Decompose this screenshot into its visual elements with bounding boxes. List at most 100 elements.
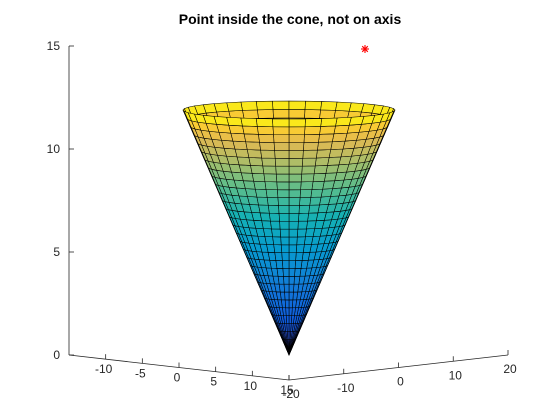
surface-patch xyxy=(288,181,302,191)
surface-patch xyxy=(288,291,294,301)
surface-patch xyxy=(304,236,314,245)
surface-patch xyxy=(299,189,313,198)
surface-patch xyxy=(296,236,306,246)
surface-patch xyxy=(303,134,320,143)
surface-patch xyxy=(271,228,281,238)
surface-patch xyxy=(288,213,300,222)
surface-patch xyxy=(335,101,352,112)
surface-patch xyxy=(284,299,290,309)
y-tick-label: 0 xyxy=(397,375,404,389)
surface-patch xyxy=(277,189,290,198)
surface-patch xyxy=(269,212,280,222)
surface-patch xyxy=(311,180,325,190)
surface-patch xyxy=(274,252,283,261)
surface-patch xyxy=(320,117,338,127)
surface-patch xyxy=(293,283,300,293)
surface-patch xyxy=(265,189,279,198)
surface-patch xyxy=(267,204,280,214)
surface-patch xyxy=(333,124,350,135)
surface-patch xyxy=(253,180,267,190)
surface-patch xyxy=(299,197,312,206)
surface-patch xyxy=(276,268,284,277)
y-tick-label: -20 xyxy=(282,387,300,401)
surface-patch xyxy=(276,181,290,191)
surface-patch xyxy=(307,212,319,222)
surface-patch xyxy=(288,126,306,136)
surface-patch xyxy=(255,118,274,128)
surface-patch xyxy=(288,205,300,214)
surface-patch xyxy=(286,323,290,332)
surface-patch xyxy=(288,157,304,167)
surface-patch xyxy=(319,109,336,120)
surface-patch xyxy=(288,283,295,293)
surface-patch xyxy=(280,236,290,246)
surface-patch xyxy=(316,149,331,159)
surface-patch xyxy=(319,125,336,135)
surface-patch xyxy=(278,283,285,293)
surface-patch xyxy=(278,205,290,214)
surface-patch xyxy=(279,220,290,230)
surface-patch xyxy=(327,156,342,166)
surface-patch xyxy=(273,244,283,253)
surface-patch xyxy=(288,323,292,332)
surface-patch xyxy=(306,220,317,230)
surface-patch xyxy=(285,315,290,324)
surface-patch xyxy=(303,141,319,151)
surface-patch xyxy=(255,188,268,198)
surface-patch xyxy=(298,212,309,222)
surface-patch xyxy=(262,165,277,175)
surface-patch xyxy=(304,126,321,135)
x-tick-label: 0 xyxy=(174,371,181,385)
surface-patch xyxy=(248,157,264,167)
surface-patch xyxy=(273,134,290,143)
surface-patch xyxy=(310,188,323,198)
surface-patch xyxy=(294,260,303,269)
x-tick-label: 10 xyxy=(244,379,258,393)
surface-patch xyxy=(322,180,335,190)
surface-patch xyxy=(281,252,290,261)
surface-patch xyxy=(288,220,299,230)
point-marker xyxy=(361,45,369,53)
chart-title: Point inside the cone, not on axis xyxy=(179,11,402,27)
surface-patch xyxy=(295,244,305,253)
surface-patch xyxy=(228,124,245,135)
surface-patch xyxy=(288,197,301,206)
surface-patch xyxy=(312,173,327,182)
surface-patch xyxy=(243,133,260,143)
surface-patch xyxy=(261,157,277,167)
x-ticks: -10 -5 0 5 10 15 xyxy=(95,354,294,397)
surface-patch xyxy=(277,197,290,206)
surface-patch xyxy=(242,109,259,120)
surface-patch xyxy=(226,101,243,112)
surface-patch xyxy=(247,149,262,159)
surface-patch xyxy=(300,173,315,183)
surface-patch xyxy=(293,275,301,285)
axes: 0 5 10 15 -10 -5 0 5 10 15 -20 -10 0 10 20 xyxy=(47,39,517,401)
surface-patch xyxy=(304,109,321,119)
surface-patch xyxy=(272,100,290,110)
surface-patch xyxy=(230,132,246,142)
surface-patch xyxy=(288,150,304,159)
surface-patch xyxy=(288,307,293,316)
surface-patch xyxy=(294,268,302,277)
surface-patch xyxy=(275,165,290,175)
surface-patch xyxy=(288,268,296,277)
surface-patch xyxy=(258,204,270,214)
surface-patch xyxy=(236,156,251,166)
surface-patch xyxy=(318,133,335,143)
surface-patch xyxy=(274,150,290,159)
surface-patch xyxy=(297,220,308,230)
x-tick-label: 15 xyxy=(280,383,294,397)
z-tick-label: 10 xyxy=(47,142,61,156)
surface-patch xyxy=(320,101,338,111)
surface-patch xyxy=(283,283,290,293)
surface-patch xyxy=(330,140,346,150)
surface-patch xyxy=(288,315,293,324)
surface-patch xyxy=(288,299,294,309)
surface-patch xyxy=(272,236,282,246)
surface-patch xyxy=(255,100,274,111)
surface-patch xyxy=(304,100,323,111)
surface-patch xyxy=(285,307,290,316)
surface-patch xyxy=(288,236,298,246)
point-marker-group xyxy=(361,45,369,53)
